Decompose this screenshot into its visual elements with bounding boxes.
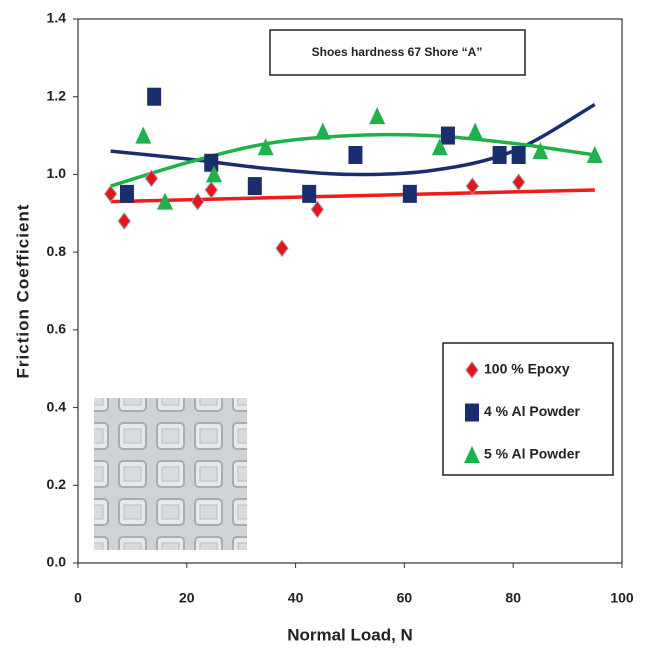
triangle-marker xyxy=(431,138,448,156)
plot-frame xyxy=(77,18,623,564)
triangle-marker xyxy=(369,107,386,125)
y-axis-title: Friction Coefficient xyxy=(13,204,32,379)
square-marker xyxy=(402,184,417,203)
trend-line xyxy=(110,132,596,188)
legend-marker xyxy=(464,446,480,463)
square-marker xyxy=(492,146,507,164)
square-marker xyxy=(511,146,526,164)
legend-marker xyxy=(465,361,479,379)
diamond-marker xyxy=(104,185,118,203)
y-tick-label: 0.2 xyxy=(47,476,67,492)
legend-marker xyxy=(465,403,479,422)
x-tick-label: 20 xyxy=(179,590,195,606)
triangle-marker xyxy=(135,126,152,144)
y-tick-label: 0.8 xyxy=(47,243,67,259)
triangle-marker xyxy=(314,122,331,140)
x-tick-label: 60 xyxy=(397,590,413,606)
diamond-marker xyxy=(512,173,526,192)
triangle-marker xyxy=(157,192,174,210)
triangle-marker xyxy=(467,122,484,140)
diamond-marker xyxy=(191,192,205,211)
square-marker xyxy=(147,87,162,106)
square-marker xyxy=(348,146,363,164)
square-marker xyxy=(440,126,455,145)
y-tick-label: 1.2 xyxy=(47,87,67,103)
annotation: Shoes hardness 67 Shore “A” xyxy=(312,45,483,59)
triangle-marker xyxy=(586,146,603,163)
diamond-marker xyxy=(204,181,218,199)
y-tick-label: 1.0 xyxy=(47,165,67,181)
square-marker xyxy=(302,184,317,203)
diamond-marker xyxy=(117,212,131,230)
diamond-marker xyxy=(465,177,480,195)
diamond-marker xyxy=(144,169,159,188)
diamond-marker xyxy=(310,200,324,219)
y-tick-label: 1.4 xyxy=(47,10,67,26)
square-marker xyxy=(204,153,219,172)
legend-label: 4 % Al Powder xyxy=(484,403,581,419)
legend-label: 100 % Epoxy xyxy=(484,361,570,377)
triangle-marker xyxy=(206,165,222,183)
x-tick-label: 40 xyxy=(288,590,304,606)
x-tick-label: 0 xyxy=(74,590,82,606)
x-axis-title: Normal Load, N xyxy=(287,625,413,644)
annotation-box xyxy=(269,29,526,76)
y-tick-label: 0.4 xyxy=(47,398,67,414)
legend-label: 5 % Al Powder xyxy=(484,446,581,462)
diamond-marker xyxy=(275,239,289,258)
inset-photo xyxy=(94,398,247,550)
square-marker xyxy=(119,184,134,203)
y-tick-label: 0.6 xyxy=(47,321,67,337)
triangle-marker xyxy=(532,142,549,160)
triangle-marker xyxy=(257,138,274,156)
y-tick-label: 0.0 xyxy=(47,554,67,570)
x-tick-label: 100 xyxy=(610,590,634,606)
x-tick-label: 80 xyxy=(505,590,521,606)
square-marker xyxy=(247,177,262,196)
trend-line xyxy=(110,188,595,204)
